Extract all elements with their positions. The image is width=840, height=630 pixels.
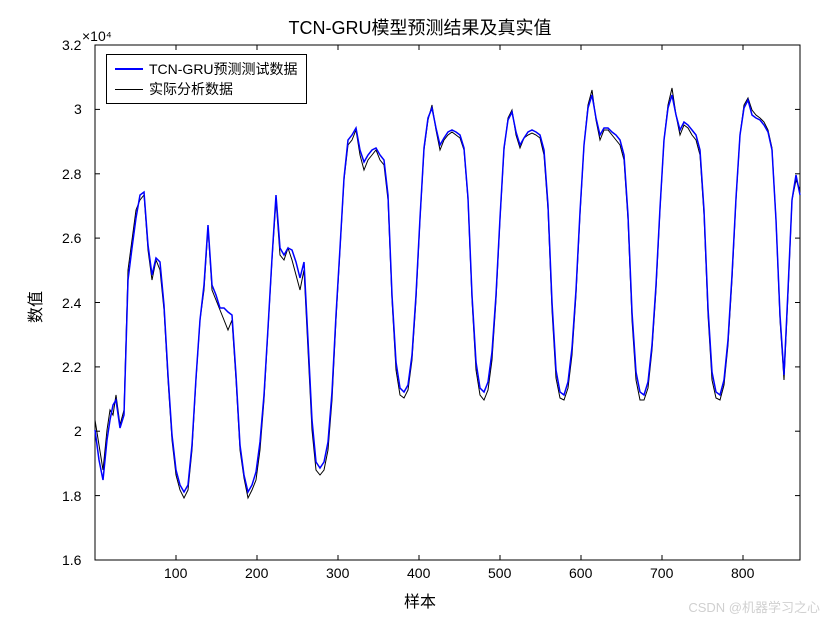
xtick-2: 300 (326, 565, 349, 581)
ytick-6: 2.8 (62, 166, 81, 182)
xtick-5: 600 (569, 565, 592, 581)
chart-container: TCN-GRU模型预测结果及真实值 ×10⁴ (0, 0, 840, 630)
y-ticks (95, 45, 800, 560)
ytick-8: 3.2 (62, 37, 81, 53)
xtick-6: 700 (650, 565, 673, 581)
legend: TCN-GRU预测测试数据 实际分析数据 (106, 54, 307, 104)
legend-item-predicted: TCN-GRU预测测试数据 (115, 59, 298, 79)
legend-swatch-predicted (115, 68, 143, 70)
series-actual (95, 88, 800, 498)
xtick-7: 800 (731, 565, 754, 581)
series-predicted (95, 95, 800, 492)
ytick-1: 1.8 (62, 488, 81, 504)
xtick-0: 100 (164, 565, 187, 581)
xtick-3: 400 (407, 565, 430, 581)
ytick-0: 1.6 (62, 552, 81, 568)
legend-label-predicted: TCN-GRU预测测试数据 (149, 59, 298, 79)
ytick-7: 3 (74, 101, 82, 117)
xtick-1: 200 (245, 565, 268, 581)
x-ticks (176, 45, 743, 560)
legend-swatch-actual (115, 89, 143, 90)
legend-label-actual: 实际分析数据 (149, 79, 233, 99)
ytick-4: 2.4 (62, 295, 81, 311)
legend-item-actual: 实际分析数据 (115, 79, 298, 99)
y-axis-label: 数值 (22, 291, 46, 323)
ytick-5: 2.6 (62, 230, 81, 246)
ytick-3: 2.2 (62, 359, 81, 375)
watermark: CSDN @机器学习之心 (688, 597, 820, 616)
ytick-2: 2 (74, 423, 82, 439)
xtick-4: 500 (488, 565, 511, 581)
